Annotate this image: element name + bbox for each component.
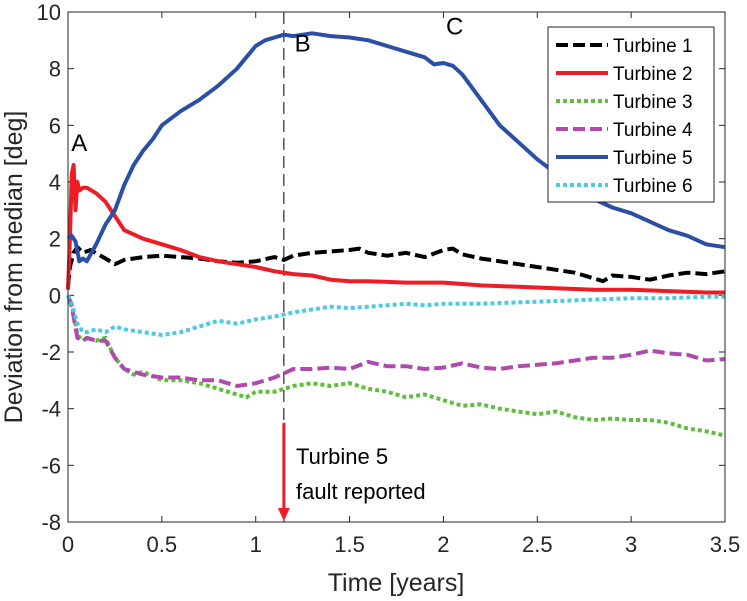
fault-arrow-head <box>277 508 290 521</box>
x-tick-label: 0.5 <box>147 532 178 557</box>
fault-label-line1: Turbine 5 <box>296 444 388 469</box>
series-turbine-6 <box>66 294 725 337</box>
legend-label: Turbine 4 <box>613 120 693 141</box>
y-tick-label: 4 <box>49 170 61 195</box>
legend-label: Turbine 2 <box>613 64 693 85</box>
x-tick-label: 1 <box>250 532 262 557</box>
y-tick-label: 10 <box>37 0 61 25</box>
x-tick-label: 0 <box>62 532 74 557</box>
x-tick-label: 2.5 <box>522 532 553 557</box>
y-tick-labels: -8 -6 -4 -2 0 2 4 6 8 10 <box>37 0 61 535</box>
legend-box <box>547 26 715 203</box>
legend-label: Turbine 6 <box>613 176 693 197</box>
series-turbine-3 <box>66 294 726 438</box>
y-tick-label: -2 <box>41 340 61 365</box>
annotation-b: B <box>295 31 311 58</box>
fault-label-line2: fault reported <box>296 479 426 504</box>
x-tick-label: 3.5 <box>710 532 741 557</box>
x-tick-label: 3 <box>625 532 637 557</box>
y-tick-label: 6 <box>49 113 61 138</box>
y-tick-label: -6 <box>41 453 61 478</box>
x-tick-label: 1.5 <box>334 532 365 557</box>
y-tick-label: 8 <box>49 57 61 82</box>
y-tick-label: 2 <box>49 227 61 252</box>
x-axis-title: Time [years] <box>328 569 465 597</box>
series-turbine-4 <box>66 294 726 388</box>
fault-arrow <box>277 422 290 521</box>
legend-label: Turbine 3 <box>613 92 693 113</box>
series-turbine-1 <box>66 245 726 287</box>
x-tick-label: 2 <box>437 532 449 557</box>
y-axis-title: Deviation from median [deg] <box>0 111 28 424</box>
legend: Turbine 1 Turbine 2 Turbine 3 Turbine 4 Turb… <box>547 26 715 203</box>
legend-label: Turbine 1 <box>613 36 693 57</box>
y-tick-label: -4 <box>41 397 61 422</box>
plot-frame <box>67 11 726 523</box>
annotation-c: C <box>446 14 463 41</box>
annotations: A B C <box>71 14 463 157</box>
y-tick-label: 0 <box>49 283 61 308</box>
legend-label: Turbine 5 <box>613 148 693 169</box>
annotation-a: A <box>71 130 87 157</box>
y-tick-label: -8 <box>41 510 61 535</box>
series-turbine-2 <box>66 163 725 295</box>
x-tick-labels: 0 0.5 1 1.5 2 2.5 3 3.5 <box>62 532 740 557</box>
